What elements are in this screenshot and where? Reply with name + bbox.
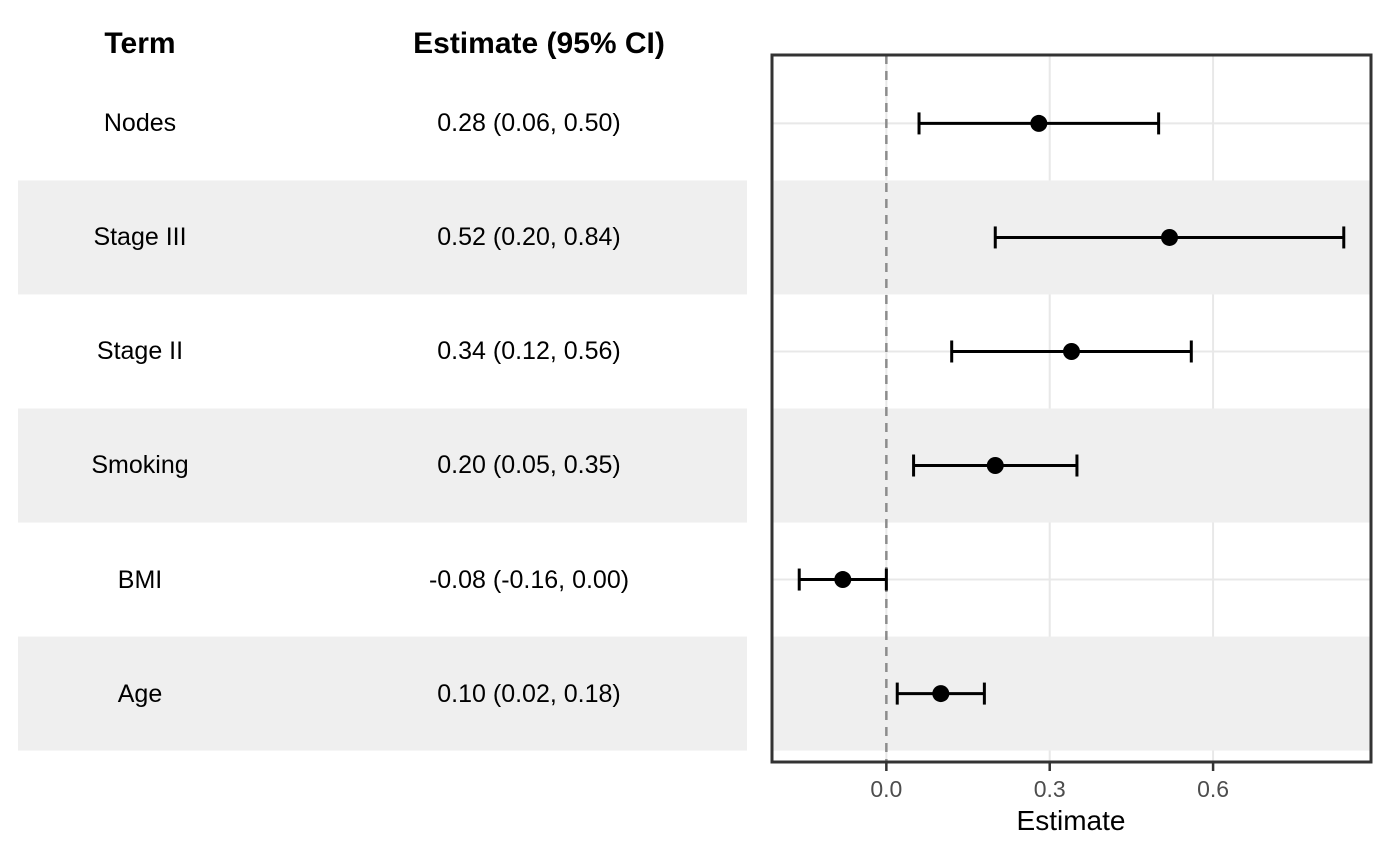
estimate-ci-value: 0.10 (0.02, 0.18) [437, 680, 621, 708]
estimate-point [1063, 342, 1080, 360]
estimate-point [1030, 114, 1048, 132]
term-label: Smoking [91, 451, 189, 479]
panel-stripe-band [772, 636, 1371, 751]
x-axis-title: Estimate [1016, 805, 1126, 836]
estimate-point [986, 457, 1004, 475]
term-column-header: Term [104, 27, 176, 60]
term-label: Stage II [96, 337, 184, 365]
estimate-ci-value: 0.28 (0.06, 0.50) [437, 109, 621, 137]
estimate-ci-value: 0.52 (0.20, 0.84) [437, 223, 621, 251]
term-label: Age [117, 680, 163, 708]
term-label: BMI [117, 566, 163, 594]
term-label: Stage III [93, 223, 187, 251]
panel-stripe-band [772, 408, 1371, 523]
x-tick-label: 0.6 [1197, 776, 1230, 802]
panel-stripe-band [772, 180, 1371, 295]
x-tick-label: 0.0 [870, 776, 903, 802]
term-label: Nodes [103, 109, 177, 137]
panel-border [770, 53, 1373, 764]
estimate-ci-value: -0.08 (-0.16, 0.00) [428, 566, 630, 594]
estimate-point [932, 685, 950, 703]
estimate-point [834, 571, 852, 589]
estimate-column-header: Estimate (95% CI) [413, 27, 665, 60]
x-tick-label: 0.3 [1033, 776, 1066, 802]
estimate-ci-value: 0.34 (0.12, 0.56) [437, 337, 621, 365]
estimate-point [1161, 228, 1179, 246]
estimate-ci-value: 0.20 (0.05, 0.35) [437, 451, 621, 479]
